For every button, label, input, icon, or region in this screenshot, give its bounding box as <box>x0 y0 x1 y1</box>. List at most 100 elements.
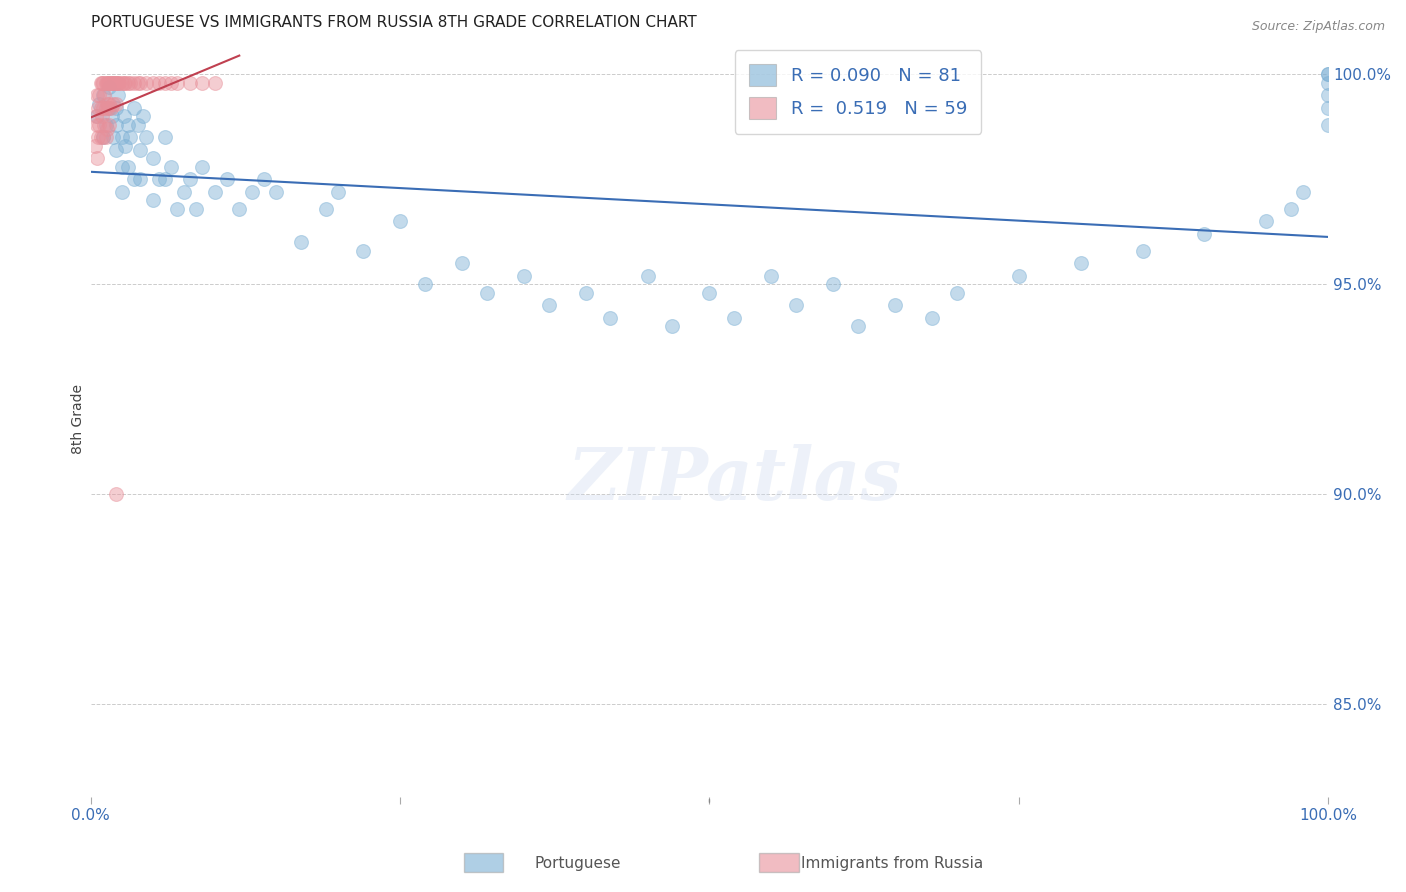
Point <box>89 96 111 111</box>
Point <box>90 76 112 90</box>
Point <box>96 122 118 136</box>
Point <box>129 76 152 90</box>
Point <box>637 268 659 283</box>
Point <box>98 80 121 95</box>
Point <box>1317 118 1340 132</box>
Point <box>96 96 118 111</box>
Point <box>93 88 115 103</box>
Point <box>179 76 201 90</box>
Text: ZIPatlas: ZIPatlas <box>567 443 901 515</box>
Point <box>451 256 474 270</box>
Point <box>83 139 105 153</box>
Point <box>86 152 108 166</box>
Point <box>142 152 165 166</box>
Point <box>91 130 114 145</box>
Point <box>89 88 111 103</box>
Point <box>105 76 128 90</box>
Text: Source: ZipAtlas.com: Source: ZipAtlas.com <box>1251 20 1385 33</box>
Point <box>122 172 145 186</box>
Point <box>179 172 201 186</box>
Point <box>98 96 121 111</box>
Point <box>475 285 498 300</box>
Point <box>91 101 114 115</box>
Point <box>240 185 263 199</box>
Point <box>166 76 188 90</box>
Point <box>599 311 621 326</box>
Point <box>513 268 536 283</box>
Point <box>328 185 350 199</box>
Point <box>90 130 112 145</box>
Point <box>111 185 134 199</box>
Point <box>1317 76 1340 90</box>
Point <box>117 76 139 90</box>
Point <box>104 143 127 157</box>
Point <box>122 76 145 90</box>
Point <box>290 235 312 250</box>
Point <box>103 76 125 90</box>
Point <box>661 319 683 334</box>
Point <box>1292 185 1315 199</box>
Point <box>204 76 226 90</box>
Point <box>120 130 142 145</box>
Point <box>785 298 807 312</box>
Point <box>97 76 120 90</box>
Point <box>253 172 276 186</box>
Point <box>93 118 115 132</box>
Point <box>127 76 149 90</box>
Point <box>823 277 845 292</box>
Text: Portuguese: Portuguese <box>534 856 621 871</box>
Point <box>135 76 157 90</box>
Point <box>413 277 436 292</box>
Text: PORTUGUESE VS IMMIGRANTS FROM RUSSIA 8TH GRADE CORRELATION CHART: PORTUGUESE VS IMMIGRANTS FROM RUSSIA 8TH… <box>91 15 696 30</box>
Point <box>761 268 783 283</box>
Point <box>91 130 114 145</box>
Point <box>101 130 124 145</box>
Point <box>90 110 112 124</box>
Point <box>91 76 114 90</box>
Point <box>101 76 124 90</box>
Point <box>94 76 117 90</box>
Point <box>142 194 165 208</box>
Point <box>101 110 124 124</box>
Point <box>86 110 108 124</box>
Point <box>315 202 337 216</box>
Point <box>1317 88 1340 103</box>
Legend: R = 0.090   N = 81, R =  0.519   N = 59: R = 0.090 N = 81, R = 0.519 N = 59 <box>734 50 981 134</box>
Point <box>129 143 152 157</box>
Point <box>129 172 152 186</box>
Point <box>921 311 943 326</box>
Point <box>946 285 969 300</box>
Point <box>135 130 157 145</box>
Point <box>98 101 121 115</box>
Point <box>127 118 149 132</box>
Point <box>1279 202 1302 216</box>
Point <box>94 118 117 132</box>
Point <box>112 110 135 124</box>
Point <box>89 118 111 132</box>
Point <box>86 88 108 103</box>
Point <box>117 118 139 132</box>
Point <box>1256 214 1278 228</box>
Point <box>1008 268 1031 283</box>
Point <box>112 76 135 90</box>
Point <box>107 76 129 90</box>
Point <box>101 96 124 111</box>
Point <box>132 110 155 124</box>
Point <box>94 101 117 115</box>
Point <box>87 101 110 115</box>
Point <box>111 76 134 90</box>
Y-axis label: 8th Grade: 8th Grade <box>72 384 86 454</box>
Point <box>120 76 142 90</box>
Point <box>153 76 176 90</box>
Point <box>104 101 127 115</box>
Point <box>184 202 207 216</box>
Point <box>173 185 195 199</box>
Point <box>90 101 112 115</box>
Point <box>100 101 122 115</box>
Point <box>122 101 145 115</box>
Point <box>846 319 869 334</box>
Point <box>96 76 118 90</box>
Point <box>1317 101 1340 115</box>
Point <box>160 76 183 90</box>
Point <box>100 76 122 90</box>
